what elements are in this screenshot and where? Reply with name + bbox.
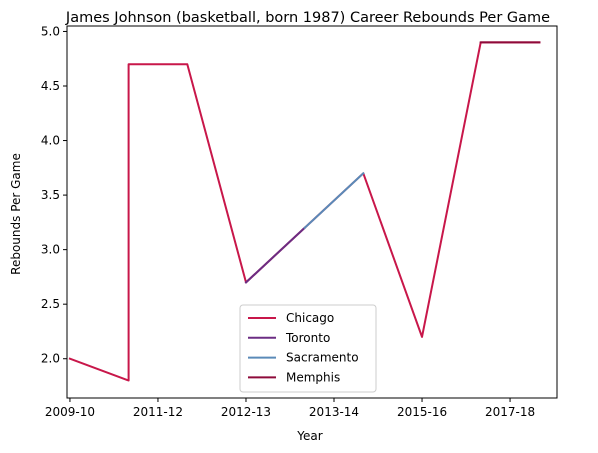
y-tick-label: 5.0 — [41, 24, 60, 38]
legend: Chicago Toronto Sacramento Memphis — [240, 305, 376, 392]
x-tick-label: 2013-14 — [309, 405, 359, 419]
y-tick-label: 3.0 — [41, 243, 60, 257]
y-axis-label: Rebounds Per Game — [9, 153, 23, 275]
x-axis-label: Year — [296, 429, 322, 443]
y-tick-label: 2.5 — [41, 297, 60, 311]
x-tick-label: 2012-13 — [221, 405, 271, 419]
chart-title: James Johnson (basketball, born 1987) Ca… — [65, 10, 550, 26]
x-tick-label: 2011-12 — [133, 405, 183, 419]
x-tick-label: 2009-10 — [45, 405, 95, 419]
x-axis: 2009-10 2011-12 2012-13 2013-14 2015-16 2017-… — [45, 398, 535, 419]
y-tick-label: 3.5 — [41, 188, 60, 202]
x-tick-label: 2017-18 — [485, 405, 535, 419]
legend-label-sacramento: Sacramento — [286, 351, 359, 365]
x-tick-label: 2015-16 — [397, 405, 447, 419]
legend-label-chicago: Chicago — [286, 311, 334, 325]
series-line-toronto — [246, 228, 305, 283]
y-tick-label: 2.0 — [41, 352, 60, 366]
y-tick-label: 4.0 — [41, 134, 60, 148]
legend-label-toronto: Toronto — [285, 331, 330, 345]
legend-label-memphis: Memphis — [286, 370, 340, 384]
y-axis: 2.0 2.5 3.0 3.5 4.0 4.5 5.0 — [41, 24, 67, 365]
series-line-sacramento — [305, 173, 364, 228]
y-tick-label: 4.5 — [41, 79, 60, 93]
